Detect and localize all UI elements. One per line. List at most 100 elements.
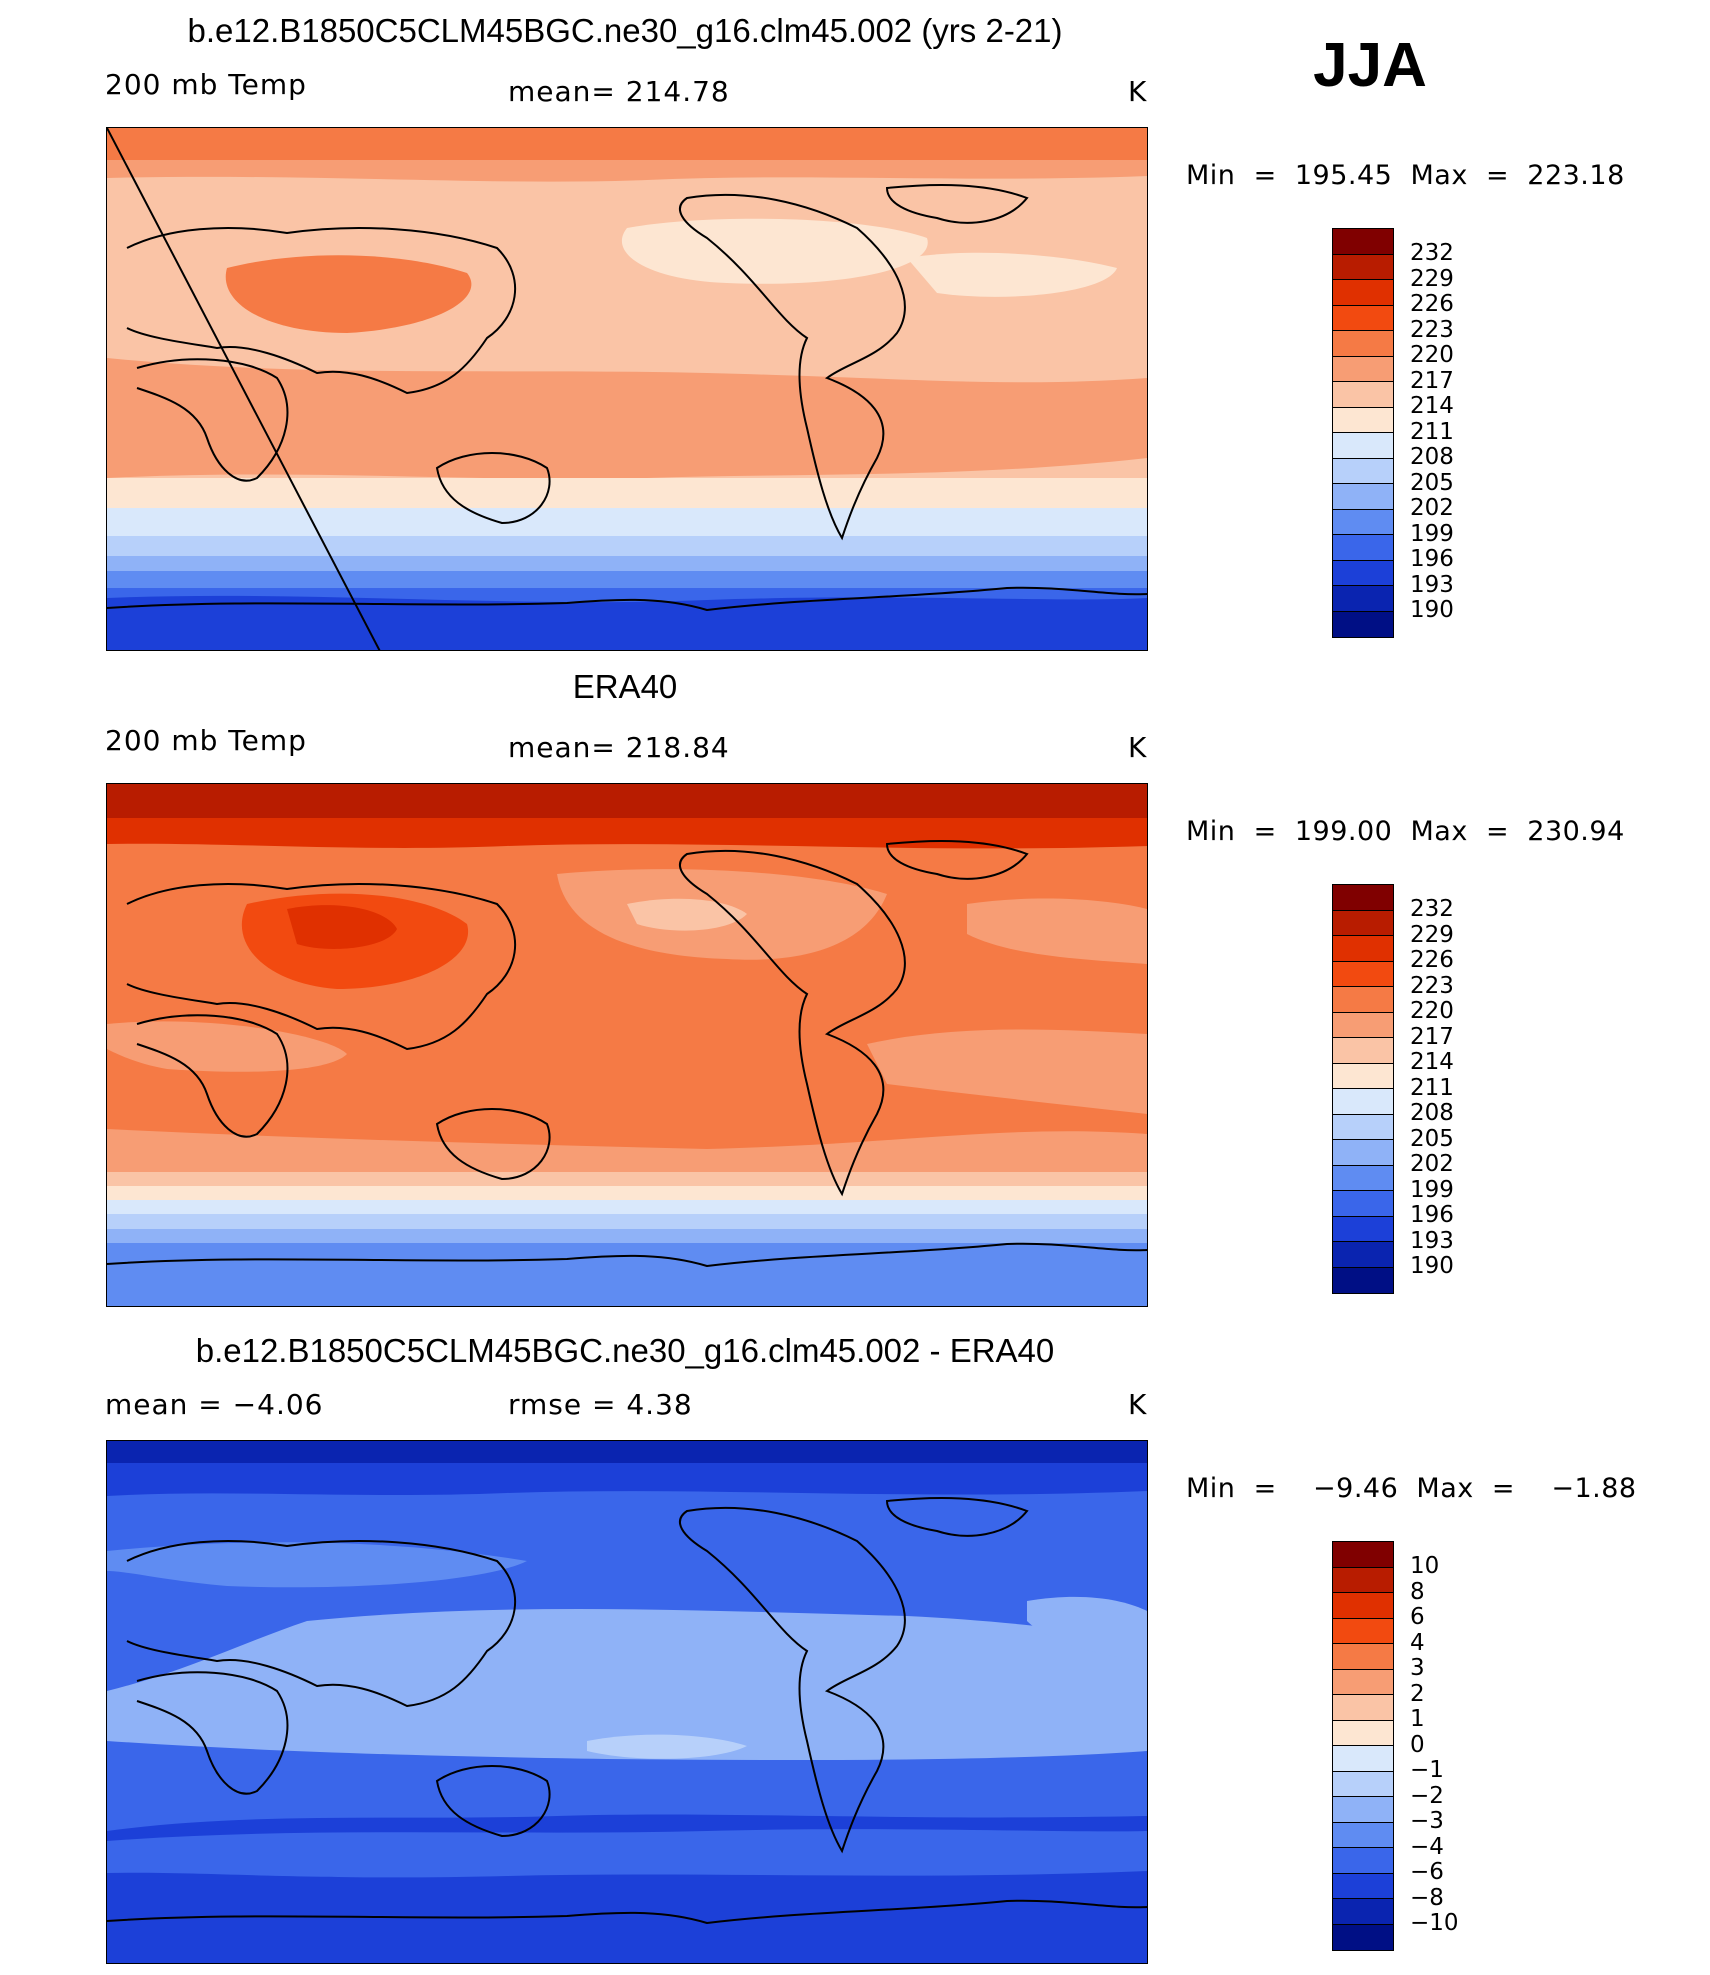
- panel-3-colorbar-tick-label: −3: [1410, 1808, 1444, 1834]
- panel-2-colorbar-swatch: [1333, 885, 1393, 911]
- season-label: JJA: [1313, 31, 1427, 100]
- panel-2-colorbar-swatch: [1333, 936, 1393, 962]
- panel-1-colorbar-swatch: [1333, 305, 1393, 331]
- panel-1-colorbar-tick-label: 211: [1410, 418, 1454, 445]
- panel-1-colorbar-tick-label: 220: [1410, 342, 1454, 368]
- panel-2-colorbar-swatch: [1333, 1140, 1393, 1166]
- panel-2-mean-label: mean= 218.84: [508, 731, 730, 764]
- panel-3-colorbar-swatch: [1333, 1771, 1393, 1797]
- panel-2-colorbar-tick-label: 202: [1410, 1151, 1454, 1177]
- panel-1-colorbar-swatch: [1333, 509, 1393, 535]
- panel-3-colorbar-swatch: [1333, 1822, 1393, 1848]
- panel-1-colorbar-swatch: [1333, 382, 1393, 408]
- panel-1-colorbar-swatch: [1333, 484, 1393, 510]
- panel-3-colorbar-tick-label: 1: [1410, 1706, 1425, 1732]
- panel-3-colorbar-swatch: [1333, 1593, 1393, 1619]
- panel-3-colorbar-swatch: [1333, 1618, 1393, 1644]
- panel-2-units: K: [1128, 731, 1148, 764]
- panel-3-map: [106, 1440, 1148, 1964]
- panel-1-colorbar-swatch: [1333, 331, 1393, 357]
- panel-2-colorbar-swatch: [1333, 1038, 1393, 1064]
- panel-3-colorbar-tick-label: 6: [1410, 1604, 1425, 1630]
- panel-1-colorbar-swatch: [1333, 229, 1393, 255]
- panel-1-colorbar-tick-label: 226: [1410, 291, 1454, 317]
- panel-1-colorbar-swatch: [1333, 560, 1393, 586]
- panel-2-colorbar-swatch: [1333, 987, 1393, 1013]
- panel-1-colorbar-tick-label: 190: [1410, 597, 1454, 623]
- panel-1-colorbar-tick-label: 223: [1410, 316, 1454, 343]
- panel-1-field-label: 200 mb Temp: [105, 68, 307, 101]
- panel-1-colorbar-tick-label: 232: [1410, 240, 1454, 266]
- panel-3-colorbar-tick-label: −4: [1410, 1833, 1444, 1860]
- panel-2-colorbar-tick-label: 223: [1410, 972, 1454, 999]
- panel-3-colorbar-swatch: [1333, 1899, 1393, 1925]
- panel-2-colorbar-swatch: [1333, 910, 1393, 936]
- panel-1-colorbar-tick-label: 196: [1410, 546, 1454, 572]
- panel-2-colorbar-tick-label: 214: [1410, 1049, 1454, 1075]
- panel-3-colorbar-tick-label: 10: [1410, 1553, 1440, 1579]
- panel-2-title: ERA40: [572, 668, 678, 705]
- panel-2-colorbar-tick-label: 208: [1410, 1100, 1454, 1126]
- panel-2-colorbar-swatch: [1333, 1191, 1393, 1217]
- panel-2-colorbar-tick-label: 193: [1410, 1227, 1454, 1254]
- panel-2-colorbar-tick-label: 229: [1410, 921, 1454, 948]
- panel-3-colorbar-swatch: [1333, 1542, 1393, 1568]
- panel-3-mean-label: mean = −4.06: [105, 1388, 324, 1421]
- panel-2-colorbar-tick-label: 220: [1410, 998, 1454, 1024]
- panel-3-colorbar-tick-label: 4: [1410, 1629, 1425, 1656]
- panel-1-colorbar-swatch: [1333, 407, 1393, 433]
- panel-3-colorbar-swatch: [1333, 1746, 1393, 1772]
- panel-1-minmax: Min = 195.45 Max = 223.18: [1186, 160, 1625, 191]
- panel-2-colorbar-swatch: [1333, 961, 1393, 987]
- panel-3-colorbar-swatch: [1333, 1567, 1393, 1593]
- panel-2-colorbar-swatch: [1333, 1114, 1393, 1140]
- panel-3-colorbar-tick-label: −2: [1410, 1782, 1444, 1809]
- panel-1-colorbar-swatch: [1333, 254, 1393, 280]
- panel-1-colorbar-swatch: [1333, 433, 1393, 459]
- panel-3-colorbar-swatch: [1333, 1695, 1393, 1721]
- panel-2-minmax: Min = 199.00 Max = 230.94: [1186, 816, 1625, 847]
- panel-2-colorbar-tick-label: 226: [1410, 947, 1454, 973]
- panel-3-rmse-label: rmse = 4.38: [508, 1388, 693, 1421]
- panel-1-colorbar-tick-label: 229: [1410, 265, 1454, 292]
- panel-3-colorbar-tick-label: −6: [1410, 1859, 1444, 1885]
- panel-1-colorbar-tick-label: 205: [1410, 469, 1454, 496]
- panel-3-colorbar-swatch: [1333, 1644, 1393, 1670]
- panel-2-colorbar: [1332, 884, 1394, 1294]
- panel-3-colorbar-swatch: [1333, 1924, 1393, 1950]
- panel-3-colorbar-tick-label: −1: [1410, 1757, 1444, 1783]
- panel-2-colorbar-swatch: [1333, 1089, 1393, 1115]
- panel-3-colorbar-swatch: [1333, 1873, 1393, 1899]
- panel-3-colorbar-tick-label: −8: [1410, 1884, 1444, 1911]
- panel-2-colorbar-tick-label: 196: [1410, 1202, 1454, 1228]
- panel-2-colorbar-swatch: [1333, 1216, 1393, 1242]
- panel-2-map: [106, 783, 1148, 1307]
- panel-3-colorbar-tick-label: −10: [1410, 1910, 1459, 1936]
- panel-3-colorbar: [1332, 1541, 1394, 1951]
- panel-2-colorbar-swatch: [1333, 1242, 1393, 1268]
- panel-1-title: b.e12.B1850C5CLM45BGC.ne30_g16.clm45.002…: [187, 12, 1063, 49]
- panel-1-colorbar-swatch: [1333, 586, 1393, 612]
- panel-3-colorbar-swatch: [1333, 1720, 1393, 1746]
- panel-1-mean-label: mean= 214.78: [508, 75, 730, 108]
- panel-1-colorbar-tick-label: 214: [1410, 393, 1454, 419]
- panel-1-colorbar: [1332, 228, 1394, 638]
- panel-1-colorbar-tick-label: 193: [1410, 571, 1454, 598]
- panel-1-colorbar-swatch: [1333, 535, 1393, 561]
- panel-2-colorbar-tick-label: 199: [1410, 1176, 1454, 1203]
- panel-2-colorbar-tick-label: 190: [1410, 1253, 1454, 1279]
- panel-1-contour-plot: [107, 128, 1147, 650]
- panel-1-colorbar-swatch: [1333, 611, 1393, 637]
- panel-1-colorbar-swatch: [1333, 458, 1393, 484]
- panel-2-colorbar-tick-label: 232: [1410, 896, 1454, 922]
- panel-3-colorbar-swatch: [1333, 1797, 1393, 1823]
- panel-2-colorbar-swatch: [1333, 1012, 1393, 1038]
- panel-1-colorbar-swatch: [1333, 356, 1393, 382]
- panel-3-colorbar-swatch: [1333, 1669, 1393, 1695]
- panel-1-colorbar-tick-label: 202: [1410, 495, 1454, 521]
- panel-2-colorbar-tick-label: 211: [1410, 1074, 1454, 1101]
- panel-2-colorbar-swatch: [1333, 1267, 1393, 1293]
- panel-3-units: K: [1128, 1388, 1148, 1421]
- panel-2-colorbar-tick-label: 205: [1410, 1125, 1454, 1152]
- panel-3-contour-plot: [107, 1441, 1147, 1963]
